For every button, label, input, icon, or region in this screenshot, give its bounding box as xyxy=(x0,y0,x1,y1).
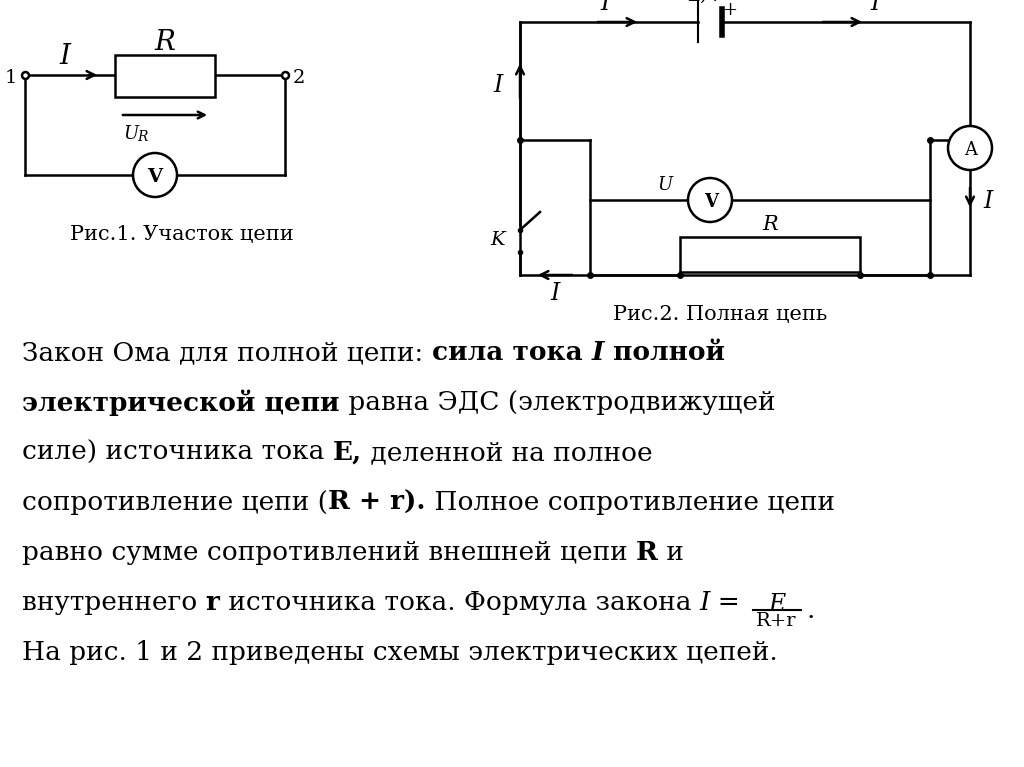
Text: сопротивление цепи (: сопротивление цепи ( xyxy=(22,490,328,515)
Text: R: R xyxy=(155,29,175,57)
Text: сила тока: сила тока xyxy=(432,340,592,365)
Text: Е,: Е, xyxy=(333,440,362,465)
Circle shape xyxy=(688,178,732,222)
Text: I: I xyxy=(592,340,604,365)
Text: силе) источника тока: силе) источника тока xyxy=(22,440,333,465)
Text: V: V xyxy=(705,193,718,211)
Text: 1: 1 xyxy=(5,69,17,87)
Text: электрической цепи: электрической цепи xyxy=(22,390,340,416)
Circle shape xyxy=(948,126,992,170)
Text: На рис. 1 и 2 приведены схемы электрических цепей.: На рис. 1 и 2 приведены схемы электричес… xyxy=(22,640,778,665)
Text: I: I xyxy=(59,44,71,71)
Text: E: E xyxy=(768,593,785,616)
Text: V: V xyxy=(147,168,163,186)
Text: U: U xyxy=(123,125,138,143)
Text: I: I xyxy=(494,74,503,97)
Text: R+r: R+r xyxy=(757,612,797,630)
Text: R + r).: R + r). xyxy=(328,490,426,515)
Text: 2: 2 xyxy=(293,69,305,87)
Text: I: I xyxy=(983,190,992,213)
Text: +: + xyxy=(723,1,737,19)
Text: I: I xyxy=(870,0,880,15)
Text: равна ЭДС (электродвижущей: равна ЭДС (электродвижущей xyxy=(340,390,775,415)
Text: K: K xyxy=(490,231,505,249)
Text: деленной на полное: деленной на полное xyxy=(362,440,652,465)
Text: .: . xyxy=(807,598,815,623)
Text: R: R xyxy=(762,216,778,235)
Text: R: R xyxy=(137,130,147,144)
Text: I: I xyxy=(600,0,609,15)
Bar xyxy=(680,237,860,272)
Text: E; r: E; r xyxy=(688,0,722,5)
Text: A: A xyxy=(965,141,978,159)
Text: Рис.1. Участок цепи: Рис.1. Участок цепи xyxy=(70,225,294,244)
Text: Закон Ома для полной цепи:: Закон Ома для полной цепи: xyxy=(22,340,432,365)
Text: равно сумме сопротивлений внешней цепи: равно сумме сопротивлений внешней цепи xyxy=(22,540,636,565)
Text: внутреннего: внутреннего xyxy=(22,590,206,615)
Text: R: R xyxy=(636,540,657,565)
Bar xyxy=(115,55,215,97)
Text: Полное сопротивление цепи: Полное сопротивление цепи xyxy=(426,490,835,515)
Text: и: и xyxy=(657,540,684,565)
Text: U: U xyxy=(657,176,673,194)
Text: полной: полной xyxy=(604,340,725,365)
Circle shape xyxy=(133,153,177,197)
Text: источника тока. Формула закона: источника тока. Формула закона xyxy=(219,590,699,615)
Text: r: r xyxy=(206,590,219,615)
Text: I: I xyxy=(550,281,560,304)
Text: Рис.2. Полная цепь: Рис.2. Полная цепь xyxy=(613,305,827,324)
Text: I =: I = xyxy=(699,590,749,615)
